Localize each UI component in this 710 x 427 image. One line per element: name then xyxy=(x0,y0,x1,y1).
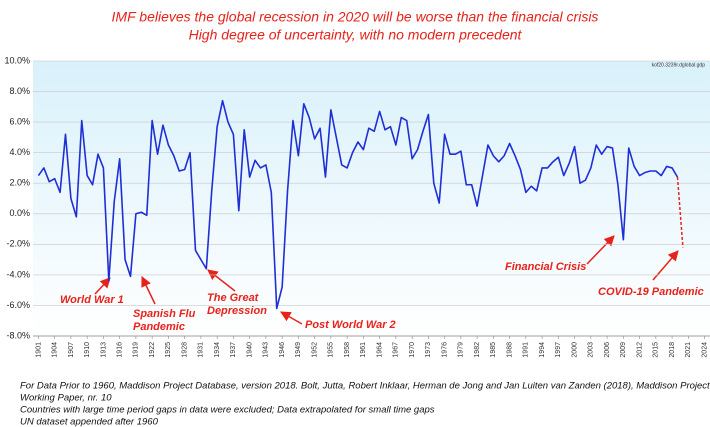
x-tick-label: 1901 xyxy=(35,342,42,358)
y-tick-label: -6.0% xyxy=(6,300,30,310)
x-tick-label: 1925 xyxy=(165,342,172,358)
x-tick-label: 1937 xyxy=(230,342,237,358)
x-tick-label: 1976 xyxy=(441,342,448,358)
x-tick-label: 1910 xyxy=(84,342,91,358)
x-tick-label: 2009 xyxy=(620,342,627,358)
x-tick-label: 1988 xyxy=(506,342,513,358)
x-tick-label: 1913 xyxy=(100,342,107,358)
y-tick-label: 6.0% xyxy=(9,116,30,126)
x-tick-label: 1973 xyxy=(425,342,432,358)
y-tick-label: 0.0% xyxy=(9,208,30,218)
annotation-arrows xyxy=(94,235,679,325)
annotation: COVID-19 Pandemic xyxy=(598,286,704,298)
footnote: For Data Prior to 1960, Maddison Project… xyxy=(20,381,710,392)
x-tick-label: 1907 xyxy=(68,342,75,358)
arrow xyxy=(141,276,156,305)
x-tick-label: 1904 xyxy=(52,342,59,358)
x-tick-label: 1955 xyxy=(328,342,335,358)
x-tick-label: 1952 xyxy=(311,342,318,358)
chart-title: IMF believes the global recession in 202… xyxy=(112,9,599,25)
x-tick-label: 1940 xyxy=(246,342,253,358)
x-tick-label: 1916 xyxy=(116,342,123,358)
y-tick-label: -8.0% xyxy=(6,330,30,340)
y-tick-label: -4.0% xyxy=(6,269,30,279)
x-tick-label: 2021 xyxy=(685,342,692,358)
arrow xyxy=(280,311,303,325)
x-tick-label: 2000 xyxy=(571,342,578,358)
x-tick-label: 1958 xyxy=(344,342,351,358)
series-line xyxy=(676,177,684,248)
x-tick-label: 2015 xyxy=(653,342,660,358)
plot-area xyxy=(33,61,710,336)
annotation: Pandemic xyxy=(133,321,185,333)
x-tick-label: 1982 xyxy=(474,342,481,358)
footnote: Working Paper, nr. 10 xyxy=(20,393,112,404)
x-tick-label: 1949 xyxy=(295,342,302,358)
y-tick-label: 2.0% xyxy=(9,178,30,188)
x-tick-label: 2006 xyxy=(604,342,611,358)
y-tick-label: 4.0% xyxy=(9,147,30,157)
x-tick-label: 1991 xyxy=(523,342,530,358)
x-tick-label: 1922 xyxy=(149,342,156,358)
x-tick-label: 1979 xyxy=(458,342,465,358)
arrow xyxy=(207,269,236,292)
annotation: The Great xyxy=(207,292,260,304)
x-tick-label: 1946 xyxy=(279,342,286,358)
x-tick-label: 1919 xyxy=(133,342,140,358)
annotation: Spanish Flu xyxy=(133,308,196,320)
annotation: Depression xyxy=(207,305,267,317)
footnote: UN dataset appended after 1960 xyxy=(20,417,159,427)
arrow xyxy=(94,277,111,295)
y-tick-label: 10.0% xyxy=(4,55,30,65)
x-tick-label: 1970 xyxy=(409,342,416,358)
y-tick-label: 8.0% xyxy=(9,86,30,96)
x-tick-label: 1943 xyxy=(263,342,270,358)
x-tick-label: 1985 xyxy=(490,342,497,358)
x-tick-label: 2024 xyxy=(701,342,708,358)
series-line xyxy=(37,99,679,310)
x-tick-label: 2003 xyxy=(588,342,595,358)
x-tick-label: 1931 xyxy=(198,342,205,358)
annotation: World War 1 xyxy=(60,294,124,306)
y-tick-label: -2.0% xyxy=(6,239,30,249)
x-tick-label: 1961 xyxy=(360,342,367,358)
note: kof20.3239r.dglobal.gdp xyxy=(652,62,706,68)
x-tick-label: 2018 xyxy=(669,342,676,358)
x-tick-label: 1967 xyxy=(393,342,400,358)
x-tick-label: 1994 xyxy=(539,342,546,358)
x-tick-label: 1934 xyxy=(214,342,221,358)
x-tick-label: 1997 xyxy=(555,342,562,358)
chart-subtitle: High degree of uncertainty, with no mode… xyxy=(189,27,523,43)
arrow xyxy=(586,235,615,265)
annotation: Financial Crisis xyxy=(505,261,586,273)
x-tick-label: 1928 xyxy=(181,342,188,358)
x-tick-label: 1964 xyxy=(376,342,383,358)
x-tick-label: 2012 xyxy=(636,342,643,358)
footnote: Countries with large time period gaps in… xyxy=(20,405,435,416)
annotation: Post World War 2 xyxy=(305,319,396,331)
